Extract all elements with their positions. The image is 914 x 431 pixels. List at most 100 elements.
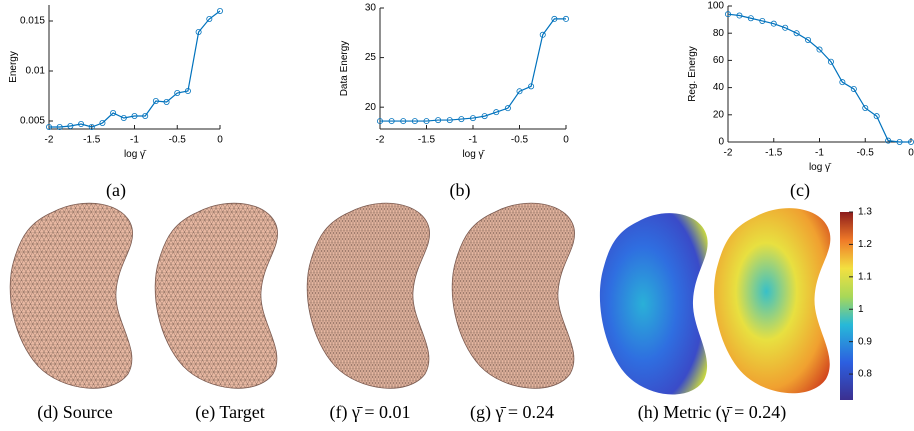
marker — [163, 99, 170, 106]
y-tick-label: 40 — [713, 82, 725, 93]
x-axis-label: log γ̄ — [462, 149, 485, 160]
x-tick-label: -1 — [130, 135, 139, 146]
y-tick-label: 100 — [707, 1, 724, 12]
marker — [67, 123, 74, 130]
caption: (e) Target — [195, 402, 265, 423]
y-tick-label: 80 — [713, 28, 725, 39]
x-tick-label: -0.5 — [511, 135, 529, 146]
caption: (h) Metric (γ̄ = 0.24) — [638, 402, 787, 423]
x-tick-label: -1 — [469, 135, 478, 146]
marker — [516, 88, 523, 95]
x-tick-label: -1.5 — [83, 135, 101, 146]
x-axis-label: log γ̄ — [124, 149, 147, 160]
x-tick-label: 0 — [908, 148, 914, 159]
x-tick-label: -0.5 — [169, 135, 187, 146]
marker — [725, 11, 732, 18]
y-axis-label: Data Energy — [339, 41, 350, 97]
marker — [885, 137, 892, 144]
colorbar-tick-label: 1.2 — [858, 239, 872, 250]
marker — [850, 85, 857, 92]
y-tick-label: 30 — [365, 3, 377, 14]
colorbar-tick-label: 1.3 — [858, 207, 872, 218]
marker — [56, 124, 63, 131]
marker — [216, 7, 223, 14]
caption: (b) — [450, 180, 471, 201]
marker — [862, 105, 869, 112]
line — [727, 13, 911, 143]
y-tick-label: 20 — [365, 102, 377, 113]
marker — [481, 113, 488, 120]
caption: (d) Source — [37, 402, 112, 423]
x-tick-label: -2 — [376, 135, 385, 146]
mesh-target — [154, 202, 279, 389]
colorbar-tick-label: 0.8 — [858, 369, 872, 380]
caption: (c) — [790, 180, 810, 201]
y-axis-label: Energy — [8, 51, 19, 83]
y-tick-label: 20 — [713, 109, 725, 120]
marker — [504, 105, 511, 112]
marker — [782, 24, 789, 31]
marker — [46, 124, 53, 131]
marker — [747, 15, 754, 22]
marker — [152, 98, 159, 105]
marker — [873, 113, 880, 120]
marker — [539, 31, 546, 38]
marker — [458, 116, 465, 123]
marker — [110, 110, 117, 117]
mesh-g — [451, 202, 576, 389]
marker — [388, 118, 395, 125]
marker — [376, 118, 383, 125]
metric-blob-1 — [599, 213, 708, 395]
colorbar — [840, 212, 853, 400]
y-tick-label: 0.01 — [26, 66, 46, 77]
marker — [736, 12, 743, 19]
colorbar-tick-label: 1 — [858, 304, 864, 315]
line — [380, 18, 566, 122]
marker — [142, 113, 149, 120]
marker — [88, 124, 95, 131]
marker — [400, 118, 407, 125]
line — [49, 10, 221, 128]
marker — [99, 120, 106, 127]
x-tick-label: -0.5 — [857, 148, 875, 159]
marker — [174, 90, 181, 97]
caption: (f) γ̄ = 0.01 — [329, 402, 410, 423]
x-tick-label: -1.5 — [418, 135, 436, 146]
marker — [827, 58, 834, 65]
marker — [446, 117, 453, 124]
y-tick-label: 0.005 — [20, 116, 45, 127]
marker — [493, 109, 500, 116]
marker — [896, 138, 903, 145]
marker — [469, 115, 476, 122]
x-tick-label: -1.5 — [765, 148, 783, 159]
caption: (a) — [106, 180, 126, 201]
marker — [805, 37, 812, 44]
marker — [839, 79, 846, 86]
colorbar-tick-label: 1.1 — [858, 271, 872, 282]
x-axis-label: log γ̄ — [809, 162, 832, 173]
marker — [206, 15, 213, 22]
marker — [78, 121, 85, 128]
caption: (g) γ̄ = 0.24 — [470, 402, 554, 423]
marker — [131, 113, 138, 120]
colorbar-tick-label: 0.9 — [858, 336, 872, 347]
marker — [759, 17, 766, 24]
x-tick-label: -2 — [724, 148, 733, 159]
marker — [195, 28, 202, 35]
y-tick-label: 25 — [365, 52, 377, 63]
y-axis-label: Reg. Energy — [687, 46, 698, 102]
x-tick-label: 0 — [563, 135, 569, 146]
x-tick-label: -1 — [815, 148, 824, 159]
mesh-source — [9, 202, 134, 389]
x-tick-label: 0 — [217, 135, 223, 146]
marker — [563, 15, 570, 22]
y-tick-label: 60 — [713, 55, 725, 66]
metric-blob-2 — [714, 208, 831, 394]
marker — [793, 30, 800, 37]
marker — [435, 117, 442, 124]
marker — [551, 15, 558, 22]
marker — [423, 118, 430, 125]
marker — [120, 115, 127, 122]
mesh-f — [306, 202, 431, 389]
